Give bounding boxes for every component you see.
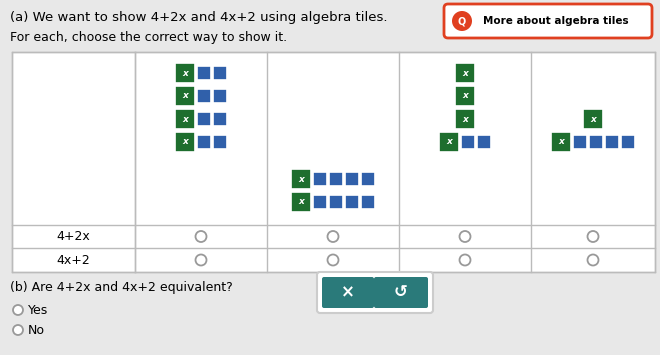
FancyBboxPatch shape	[213, 135, 227, 149]
Circle shape	[587, 231, 599, 242]
FancyBboxPatch shape	[361, 172, 375, 186]
Circle shape	[195, 231, 207, 242]
FancyBboxPatch shape	[213, 112, 227, 126]
FancyBboxPatch shape	[589, 135, 603, 149]
FancyBboxPatch shape	[361, 195, 375, 209]
Text: (b) Are 4+2x and 4x+2 equivalent?: (b) Are 4+2x and 4x+2 equivalent?	[10, 282, 233, 295]
Text: x: x	[446, 137, 452, 147]
FancyBboxPatch shape	[175, 132, 195, 152]
Text: x: x	[462, 92, 468, 100]
FancyBboxPatch shape	[444, 4, 652, 38]
Circle shape	[327, 255, 339, 266]
Text: x: x	[182, 92, 188, 100]
Text: Yes: Yes	[28, 304, 48, 317]
FancyBboxPatch shape	[313, 195, 327, 209]
Circle shape	[13, 325, 23, 335]
Circle shape	[459, 231, 471, 242]
FancyBboxPatch shape	[213, 66, 227, 80]
FancyBboxPatch shape	[329, 195, 343, 209]
Text: x: x	[298, 197, 304, 207]
Text: 4+2x: 4+2x	[57, 230, 90, 243]
Circle shape	[452, 11, 472, 31]
Text: ×: ×	[341, 284, 355, 301]
Circle shape	[195, 255, 207, 266]
Text: 4x+2: 4x+2	[57, 253, 90, 267]
FancyBboxPatch shape	[313, 172, 327, 186]
Text: More about algebra tiles: More about algebra tiles	[483, 16, 629, 26]
FancyBboxPatch shape	[583, 109, 603, 129]
FancyBboxPatch shape	[605, 135, 619, 149]
FancyBboxPatch shape	[197, 135, 211, 149]
FancyBboxPatch shape	[197, 112, 211, 126]
Text: x: x	[182, 69, 188, 77]
Text: x: x	[462, 69, 468, 77]
Text: x: x	[590, 115, 596, 124]
FancyBboxPatch shape	[213, 89, 227, 103]
FancyBboxPatch shape	[197, 66, 211, 80]
Text: No: No	[28, 323, 45, 337]
FancyBboxPatch shape	[455, 63, 475, 83]
FancyBboxPatch shape	[374, 277, 428, 308]
Text: x: x	[462, 115, 468, 124]
Text: x: x	[182, 115, 188, 124]
Text: (a) We want to show 4+2x and 4x+2 using algebra tiles.: (a) We want to show 4+2x and 4x+2 using …	[10, 11, 387, 24]
FancyBboxPatch shape	[322, 277, 374, 308]
FancyBboxPatch shape	[291, 169, 311, 189]
FancyBboxPatch shape	[175, 63, 195, 83]
FancyBboxPatch shape	[175, 86, 195, 106]
FancyBboxPatch shape	[12, 52, 655, 272]
Text: ↺: ↺	[394, 284, 408, 301]
Circle shape	[13, 305, 23, 315]
FancyBboxPatch shape	[197, 89, 211, 103]
FancyBboxPatch shape	[573, 135, 587, 149]
FancyBboxPatch shape	[621, 135, 635, 149]
Circle shape	[327, 231, 339, 242]
FancyBboxPatch shape	[291, 192, 311, 212]
FancyBboxPatch shape	[175, 109, 195, 129]
FancyBboxPatch shape	[329, 172, 343, 186]
Text: x: x	[182, 137, 188, 147]
FancyBboxPatch shape	[345, 172, 359, 186]
Text: x: x	[558, 137, 564, 147]
Circle shape	[459, 255, 471, 266]
FancyBboxPatch shape	[317, 272, 433, 313]
Text: For each, choose the correct way to show it.: For each, choose the correct way to show…	[10, 32, 287, 44]
FancyBboxPatch shape	[345, 195, 359, 209]
Text: x: x	[298, 175, 304, 184]
FancyBboxPatch shape	[551, 132, 571, 152]
FancyBboxPatch shape	[455, 109, 475, 129]
Circle shape	[587, 255, 599, 266]
FancyBboxPatch shape	[455, 86, 475, 106]
FancyBboxPatch shape	[439, 132, 459, 152]
Text: Q: Q	[458, 16, 466, 26]
FancyBboxPatch shape	[461, 135, 475, 149]
FancyBboxPatch shape	[477, 135, 491, 149]
